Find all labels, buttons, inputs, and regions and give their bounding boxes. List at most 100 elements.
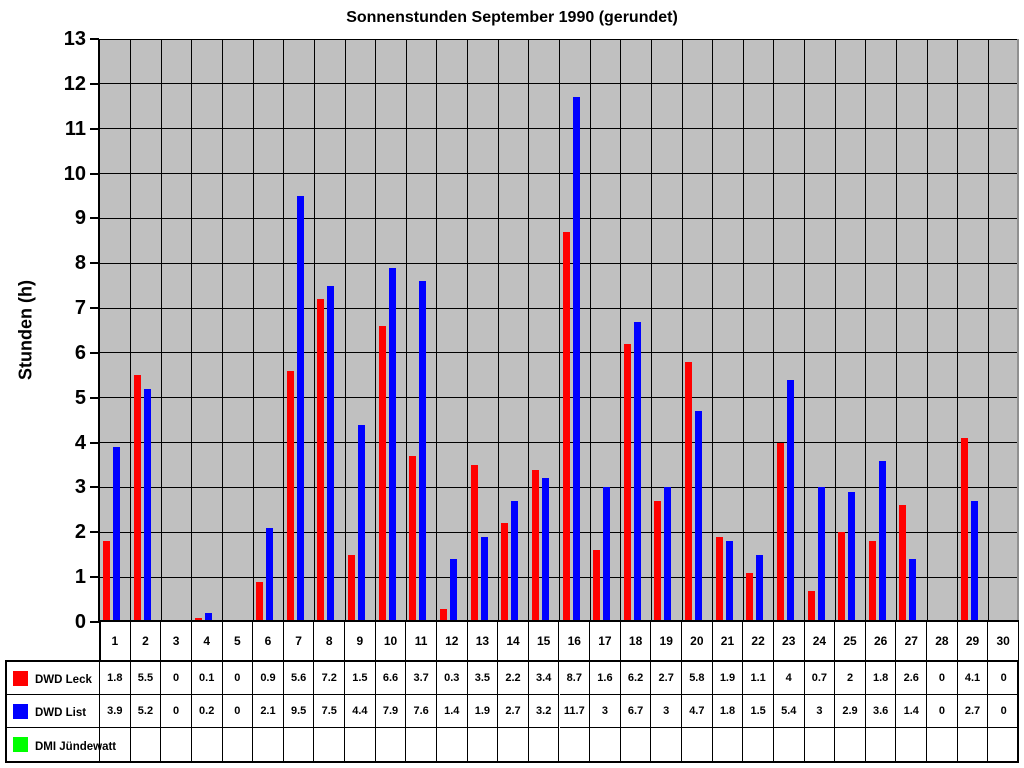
x-axis-day-label: 17	[590, 622, 621, 660]
gridline-vertical	[957, 39, 959, 622]
bar-dwd-list	[970, 500, 978, 622]
table-cell: 0	[988, 695, 1019, 728]
table-cell: 0	[222, 662, 254, 695]
x-axis-day-label: 4	[192, 622, 223, 660]
table-cell: 5.2	[130, 695, 162, 728]
table-cell: 2.1	[253, 695, 284, 728]
x-axis-day-label: 21	[713, 622, 744, 660]
x-axis-day-label: 15	[529, 622, 560, 660]
table-cell: 0.3	[436, 662, 468, 695]
bar-dwd-leck	[409, 456, 417, 622]
table-cell: 0	[927, 662, 958, 695]
bar-dwd-list	[572, 97, 580, 622]
y-axis-tick-label: 12	[63, 72, 86, 95]
gridline-vertical	[344, 39, 346, 622]
y-axis-tick	[90, 351, 99, 354]
x-axis-day-label: 10	[376, 622, 407, 660]
table-cell	[743, 728, 774, 761]
plot-border-right	[1017, 39, 1019, 622]
bar-dwd-leck	[103, 541, 110, 622]
table-cell: 0	[222, 695, 254, 728]
gridline-vertical	[926, 39, 928, 622]
bar-dwd-list	[113, 447, 120, 622]
table-cell	[529, 728, 560, 761]
x-axis-day-label: 24	[805, 622, 836, 660]
x-axis-day-label: 6	[253, 622, 284, 660]
table-cell	[253, 728, 284, 761]
gridline-vertical	[987, 39, 989, 622]
gridline-vertical	[681, 39, 683, 622]
bar-dwd-list	[786, 379, 794, 622]
table-cell	[927, 728, 958, 761]
bar-dwd-list	[878, 460, 886, 622]
y-axis-tick	[90, 396, 99, 399]
table-cell: 1.8	[100, 662, 131, 695]
table-cell: 4.7	[682, 695, 713, 728]
table-cell: 3.9	[100, 695, 131, 728]
gridline-vertical	[497, 39, 499, 622]
table-cell: 7.9	[375, 695, 407, 728]
table-cell	[988, 728, 1019, 761]
bar-dwd-list	[725, 541, 733, 622]
bar-dwd-list	[511, 500, 519, 622]
legend-cell: DWD List	[7, 695, 100, 728]
bar-dwd-leck	[256, 581, 264, 622]
bar-dwd-list	[756, 554, 764, 622]
x-axis-day-label: 8	[314, 622, 346, 660]
table-cell: 5.8	[682, 662, 713, 695]
bar-dwd-list	[266, 527, 274, 622]
gridline-vertical	[742, 39, 744, 622]
x-axis-day-label: 12	[437, 622, 468, 660]
bar-dwd-leck	[685, 361, 693, 622]
legend-cell: DMI Jündewatt	[7, 728, 116, 761]
table-cell: 0	[161, 695, 192, 728]
gridline-vertical	[559, 39, 560, 622]
bar-dwd-leck	[501, 523, 509, 622]
bar-dwd-leck	[899, 505, 907, 622]
bar-dwd-leck	[194, 617, 202, 622]
table-cell: 3.4	[528, 662, 560, 695]
table-cell	[713, 728, 744, 761]
plot-area	[100, 39, 1019, 622]
bar-dwd-leck	[378, 326, 386, 622]
x-axis-row-left-border	[99, 622, 101, 660]
y-axis-tick	[90, 441, 99, 444]
bar-dwd-list	[358, 424, 366, 622]
table-cell	[805, 728, 836, 761]
table-cell: 2.6	[896, 662, 928, 695]
table-cell: 5.4	[773, 695, 805, 728]
y-axis-tick-label: 8	[74, 252, 86, 275]
bar-dwd-leck	[562, 231, 570, 622]
gridline-vertical	[650, 39, 652, 622]
bar-dwd-leck	[348, 554, 356, 622]
table-cell: 3	[651, 695, 683, 728]
y-axis-tick	[90, 621, 99, 623]
bar-dwd-leck	[654, 500, 662, 622]
gridline-vertical	[712, 39, 714, 622]
y-axis-tick	[90, 127, 99, 130]
y-axis-tick	[90, 531, 99, 534]
gridline-vertical	[191, 39, 193, 622]
table-cell: 0	[161, 662, 192, 695]
table-cell	[498, 728, 529, 761]
y-axis-tick-label: 7	[74, 297, 86, 320]
legend-color-swatch	[13, 670, 28, 686]
y-axis-tick-label: 5	[74, 386, 86, 409]
table-cell: 8.7	[559, 662, 591, 695]
x-axis-day-label: 14	[498, 622, 529, 660]
x-axis-labels-row: 1 2 3 4 5 6 7 8 9 10 11 12 13 14 15 16 17 18 19 20 21 22 23 24 2…	[99, 622, 1019, 660]
table-cell: 0.9	[253, 662, 284, 695]
y-axis-tick	[90, 307, 99, 310]
table-cell	[651, 728, 683, 761]
y-axis-line	[98, 39, 100, 622]
table-cell	[774, 728, 805, 761]
gridline-vertical	[865, 39, 867, 622]
bar-dwd-list	[909, 559, 917, 622]
table-cell: 1.5	[743, 695, 774, 728]
x-axis-day-label: 9	[345, 622, 376, 660]
table-cell: 1.1	[743, 662, 774, 695]
y-axis-tick-label: 4	[74, 431, 86, 454]
table-cell	[345, 728, 376, 761]
table-cell: 3.5	[467, 662, 499, 695]
